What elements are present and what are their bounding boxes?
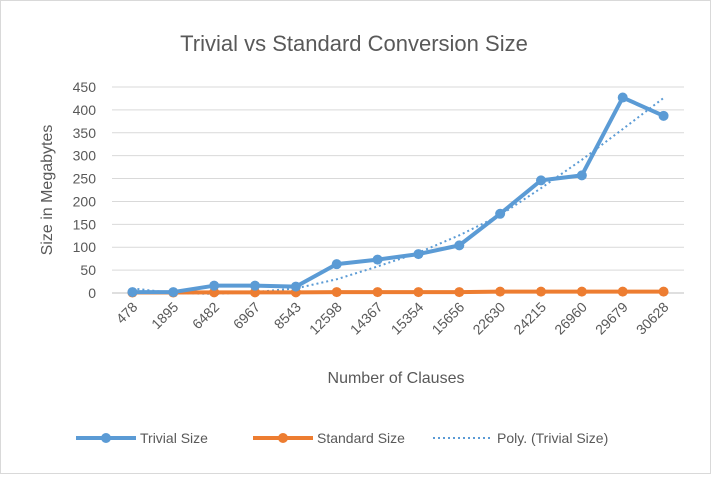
legend-item-trivial-size: Trivial Size (76, 430, 208, 446)
x-tick-label: 12598 (306, 299, 345, 338)
data-point-trivial-size (209, 280, 220, 291)
legend-item-poly-trivial-size: Poly. (Trivial Size) (433, 430, 608, 446)
y-tick-label: 0 (88, 285, 96, 301)
y-tick-label: 350 (73, 125, 97, 141)
data-point-standard-size (658, 286, 669, 297)
data-point-standard-size (536, 286, 546, 297)
legend-item-standard-size: Standard Size (253, 430, 405, 446)
x-tick-label: 478 (113, 299, 141, 327)
x-axis-title: Number of Clauses (328, 370, 465, 387)
y-tick-label: 300 (73, 148, 97, 164)
x-tick-label: 15656 (429, 299, 468, 338)
chart-title: Trivial vs Standard Conversion Size (180, 31, 528, 56)
data-point-trivial-size (617, 92, 628, 103)
y-tick-label: 200 (73, 193, 97, 209)
data-point-trivial-size (372, 254, 383, 265)
x-tick-label: 6967 (230, 299, 263, 332)
series-line-trivial-size (132, 95, 665, 295)
y-axis-tick-labels: 0 50 100 150 200 250 300 350 400 450 (73, 79, 97, 301)
data-point-trivial-size (413, 249, 424, 260)
data-point-standard-size (617, 286, 628, 297)
y-tick-label: 400 (73, 102, 97, 118)
legend-marker (278, 433, 288, 443)
data-point-trivial-size (250, 280, 260, 291)
data-point-standard-size (454, 287, 465, 298)
x-tick-label: 8543 (271, 299, 304, 332)
legend-marker (101, 433, 111, 443)
y-tick-label: 450 (73, 79, 97, 95)
legend-label: Standard Size (317, 430, 405, 446)
x-axis-tick-labels: 478 1895 6482 6967 8543 12598 14367 15354 15656 2… (113, 299, 672, 338)
data-point-trivial-size (290, 281, 301, 292)
legend-label: Trivial Size (140, 430, 208, 446)
y-axis-title: Size in Megabytes (39, 125, 56, 256)
x-tick-label: 15354 (388, 299, 427, 338)
x-tick-label: 22630 (469, 299, 508, 338)
data-point-trivial-size (454, 240, 465, 251)
data-point-trivial-size (495, 208, 506, 219)
data-point-standard-size (576, 286, 587, 297)
x-tick-label: 30628 (633, 299, 672, 338)
data-point-trivial-size (168, 287, 179, 298)
y-tick-label: 250 (73, 171, 97, 187)
data-point-standard-size (413, 287, 424, 298)
y-tick-label: 50 (80, 262, 96, 278)
y-tick-label: 150 (73, 216, 97, 232)
data-point-trivial-size (331, 259, 342, 270)
data-point-trivial-size (576, 170, 587, 181)
x-tick-label: 14367 (347, 299, 386, 338)
x-tick-label: 26960 (551, 299, 590, 338)
data-point-trivial-size (658, 110, 669, 121)
series-line-standard-size (132, 289, 664, 295)
x-tick-label: 29679 (592, 299, 631, 338)
y-tick-label: 100 (73, 239, 97, 255)
x-tick-label: 6482 (189, 299, 222, 332)
x-tick-label: 24215 (510, 299, 549, 338)
data-point-trivial-size (536, 175, 546, 186)
data-point-standard-size (331, 287, 342, 298)
data-point-standard-size (495, 286, 506, 297)
data-point-standard-size (372, 287, 383, 298)
gridlines (112, 86, 684, 294)
data-point-trivial-size (127, 287, 138, 298)
x-tick-label: 1895 (148, 299, 181, 332)
trendline-poly-trivial-size (132, 97, 665, 295)
legend: Trivial Size Standard Size Poly. (Trivial … (76, 430, 608, 446)
legend-label: Poly. (Trivial Size) (497, 430, 608, 446)
series-layer (127, 92, 669, 298)
